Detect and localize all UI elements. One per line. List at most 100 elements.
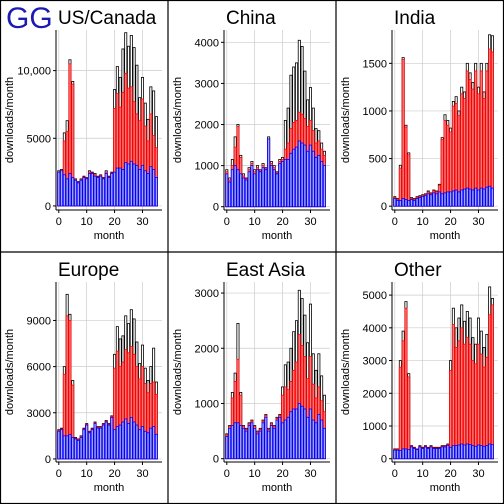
bar-blue [457, 444, 461, 460]
bar-blue [471, 445, 475, 460]
bar-blue [244, 179, 248, 208]
bar-blue [253, 173, 257, 208]
bar-blue [135, 424, 139, 460]
bar-blue [255, 433, 259, 460]
bar-blue [407, 449, 411, 460]
bar-blue [79, 436, 83, 460]
bar-red [471, 88, 475, 207]
bar-blue [490, 444, 494, 460]
bar-blue [412, 448, 416, 460]
bar-blue [449, 191, 453, 207]
bar-blue [250, 165, 254, 208]
bar-blue [79, 179, 83, 207]
bar-blue [435, 193, 439, 207]
bar-blue [138, 168, 142, 207]
bar-blue [104, 173, 108, 207]
bar-blue [60, 170, 64, 207]
bar-blue [451, 190, 455, 207]
x-tick-label: 0 [56, 468, 62, 480]
bar-blue [272, 427, 276, 460]
bar-blue [421, 196, 425, 207]
bar-blue [423, 195, 427, 207]
bar-blue [110, 416, 114, 460]
bar-blue [308, 144, 312, 208]
y-tick-label: 1000 [363, 421, 387, 433]
bar-blue [479, 187, 483, 207]
bar-blue [297, 140, 301, 208]
bar-red [479, 70, 483, 207]
y-tick-label: 0 [213, 454, 219, 466]
bar-red [488, 314, 492, 460]
bar-blue [230, 169, 234, 208]
bar-blue [460, 189, 464, 207]
bar-blue [82, 429, 86, 460]
y-tick-label: 2000 [195, 343, 219, 355]
bar-red [460, 93, 464, 207]
bar-blue [104, 421, 108, 460]
bar-blue [432, 192, 436, 207]
bar-blue [418, 197, 422, 207]
bar-blue [255, 169, 259, 208]
bar-red [471, 360, 475, 460]
bar-blue [85, 424, 89, 460]
bar-blue [233, 422, 237, 460]
bar-blue [68, 433, 72, 460]
bar-blue [258, 430, 262, 460]
bar-blue [101, 178, 105, 207]
bar-blue [101, 424, 105, 460]
bar-red [407, 154, 411, 207]
bar-blue [115, 167, 119, 207]
bar-blue [267, 430, 271, 460]
bar-blue [250, 422, 254, 460]
bar-blue [429, 194, 433, 207]
bar-blue [292, 148, 296, 208]
x-tick-label: 20 [444, 216, 456, 228]
bar-blue [412, 200, 416, 207]
x-tick-label: 30 [304, 468, 316, 480]
bar-blue [99, 175, 103, 207]
bar-blue [228, 181, 232, 208]
bar-red [474, 363, 478, 460]
bar-blue [418, 446, 422, 460]
bar-red [476, 343, 480, 460]
panel-5: 0 1000 2000 3000 4000 5000 0 10 20 30 Other month do… [340, 260, 498, 494]
bar-blue [482, 445, 486, 460]
bar-blue [463, 188, 467, 207]
chart-title: India [394, 8, 436, 29]
y-tick-label: 0 [45, 454, 51, 466]
bar-blue [468, 444, 472, 460]
bar-blue [269, 425, 273, 460]
bar-blue [314, 156, 318, 208]
bar-blue [281, 161, 285, 208]
bar-blue [479, 445, 483, 460]
bar-blue [269, 165, 273, 208]
y-axis-label: downloads/month [340, 329, 352, 415]
bar-blue [236, 422, 240, 460]
bar-blue [410, 199, 414, 207]
bar-blue [87, 432, 91, 460]
bar-blue [146, 432, 150, 460]
bar-blue [87, 173, 91, 207]
bar-blue [476, 189, 480, 207]
bar-blue [118, 424, 122, 460]
x-tick-label: 10 [249, 468, 261, 480]
bar-blue [225, 173, 229, 208]
x-tick-label: 30 [472, 468, 484, 480]
y-tick-label: 9000 [27, 315, 51, 327]
chart-title: Europe [58, 260, 119, 281]
bar-blue [283, 159, 287, 208]
x-tick-label: 0 [224, 468, 230, 480]
bar-blue [261, 422, 265, 460]
bar-blue [76, 182, 80, 207]
bar-blue [115, 426, 119, 460]
bar-blue [65, 435, 69, 460]
bar-blue [468, 188, 472, 207]
bar-blue [396, 449, 400, 460]
y-axis-label: downloads/month [4, 329, 16, 415]
bar-blue [57, 430, 61, 460]
y-tick-label: 0 [381, 201, 387, 213]
bar-blue [113, 429, 117, 460]
bar-blue [110, 173, 114, 207]
bar-red [488, 48, 492, 207]
